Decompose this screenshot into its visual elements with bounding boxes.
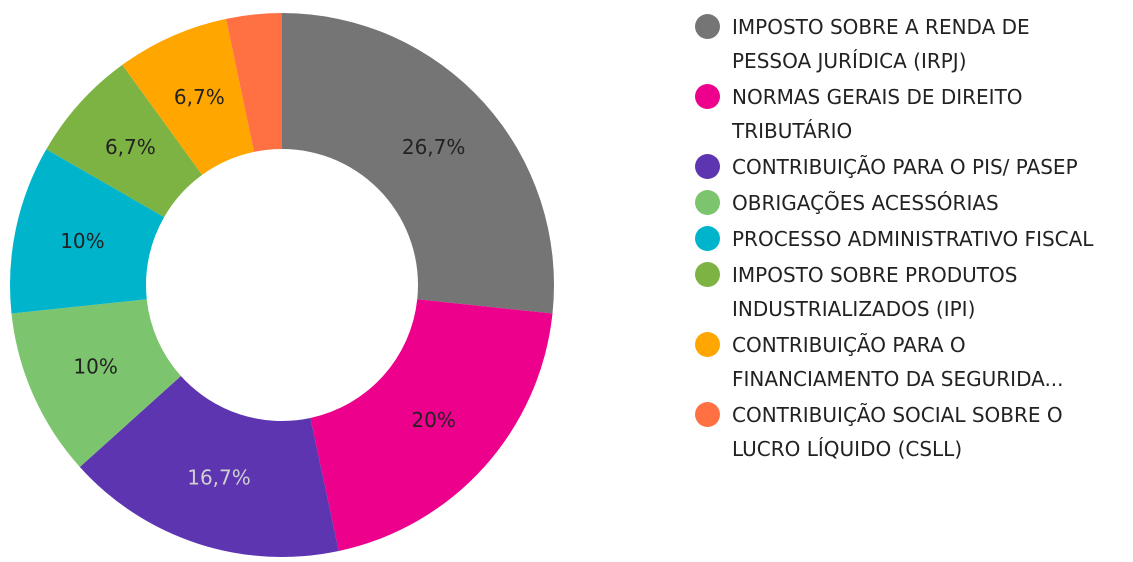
value-label: 6,7% [174,85,225,109]
value-label: 10% [73,354,117,378]
legend-swatch [695,332,720,357]
value-label: 26,7% [402,135,466,159]
legend-label: OBRIGAÇÕES ACESSÓRIAS [732,191,999,215]
legend-item: CONTRIBUIÇÃO SOCIAL SOBRE O LUCRO LÍQUID… [695,398,1125,466]
legend-label: IMPOSTO SOBRE A RENDA DE PESSOA JURÍDICA… [732,15,1030,73]
legend-item: CONTRIBUIÇÃO PARA O PIS/ PASEP [695,150,1125,184]
slice [46,64,203,218]
legend-label: NORMAS GERAIS DE DIREITO TRIBUTÁRIO [732,85,1023,143]
legend-item: IMPOSTO SOBRE A RENDA DE PESSOA JURÍDICA… [695,10,1125,78]
slice [11,299,181,467]
legend-label: CONTRIBUIÇÃO SOCIAL SOBRE O LUCRO LÍQUID… [732,403,1063,461]
legend-swatch [695,190,720,215]
legend-swatch [695,84,720,109]
value-label: 6,7% [105,135,156,159]
legend-swatch [695,402,720,427]
donut: 26,7% 20% 16,7% 10% 10% 6,7% 6,7% [10,13,554,557]
slice [122,18,255,175]
legend-label: PROCESSO ADMINISTRATIVO FISCAL [732,227,1094,251]
value-label: 16,7% [187,466,251,490]
legend: IMPOSTO SOBRE A RENDA DE PESSOA JURÍDICA… [695,10,1125,466]
legend-label: IMPOSTO SOBRE PRODUTOS INDUSTRIALIZADOS … [732,263,1018,321]
legend-item: OBRIGAÇÕES ACESSÓRIAS [695,186,1125,220]
legend-swatch [695,226,720,251]
legend-swatch [695,154,720,179]
slice [79,375,339,557]
legend-swatch [695,14,720,39]
legend-label: CONTRIBUIÇÃO PARA O PIS/ PASEP [732,155,1078,179]
legend-item: IMPOSTO SOBRE PRODUTOS INDUSTRIALIZADOS … [695,258,1125,326]
legend-item: NORMAS GERAIS DE DIREITO TRIBUTÁRIO [695,80,1125,148]
slice [282,13,554,314]
value-label: 20% [411,408,455,432]
legend-item: PROCESSO ADMINISTRATIVO FISCAL [695,222,1125,256]
slice [10,149,165,314]
legend-label: CONTRIBUIÇÃO PARA O FINANCIAMENTO DA SEG… [732,333,1064,391]
legend-swatch [695,262,720,287]
slice [226,13,282,152]
value-label: 10% [60,229,104,253]
slice [310,299,553,552]
legend-item: CONTRIBUIÇÃO PARA O FINANCIAMENTO DA SEG… [695,328,1125,396]
